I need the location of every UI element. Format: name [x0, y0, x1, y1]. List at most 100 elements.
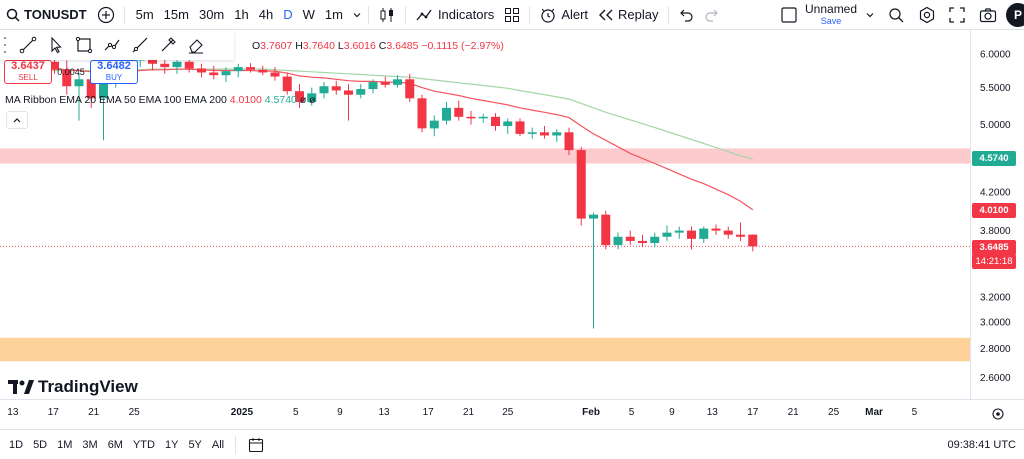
candle — [246, 63, 255, 73]
candle — [307, 87, 317, 106]
x-tick-label: 9 — [669, 407, 675, 418]
candle — [442, 101, 451, 125]
interval-30m[interactable]: 30m — [198, 7, 225, 22]
zone-orange[interactable] — [0, 337, 970, 362]
range-5d[interactable]: 5D — [33, 438, 48, 451]
interval-w[interactable]: W — [302, 7, 315, 22]
x-tick-label: 13 — [7, 407, 19, 418]
quick-search-button[interactable] — [882, 0, 910, 30]
logo-text: TradingView — [38, 377, 138, 396]
candle — [662, 225, 672, 241]
grid-icon — [505, 7, 520, 22]
range-ytd[interactable]: YTD — [132, 438, 155, 451]
candle — [209, 65, 219, 80]
replay-button[interactable]: Replay — [593, 0, 663, 30]
interval-5m[interactable]: 5m — [135, 7, 154, 22]
ohlc-legend: O3.7607 H3.7640 L3.6016 C3.6485 −0.1115 … — [252, 40, 504, 52]
search-zoom-icon — [889, 7, 904, 22]
settings-button[interactable] — [913, 0, 941, 30]
rectangle-icon[interactable] — [74, 35, 94, 55]
alert-button[interactable]: Alert — [534, 0, 593, 30]
go-to-date-button[interactable] — [240, 437, 272, 453]
divider — [367, 5, 369, 24]
bottom-toolbar: 1D 5D 1M 3M 6M YTD 1Y 5Y All 09:38:41 UT… — [0, 429, 1024, 459]
path-icon[interactable] — [102, 35, 122, 55]
x-tick-label: 17 — [48, 407, 60, 418]
fullscreen-button[interactable] — [944, 0, 970, 30]
range-1d[interactable]: 1D — [9, 438, 24, 451]
candle — [650, 232, 660, 248]
layout-checkbox[interactable] — [776, 0, 802, 30]
brush-icon[interactable] — [158, 35, 178, 55]
y-tick-label: 2.6000 — [980, 373, 1011, 384]
layout-name[interactable]: Unnamed Save — [800, 0, 880, 30]
price-chart[interactable]: 6.0000 5.5000 5.0000 4.2000 3.8000 3.2000 3.00… — [0, 30, 1024, 429]
candle — [748, 234, 758, 252]
collapse-legend-button[interactable] — [6, 111, 28, 129]
undo-button[interactable] — [673, 0, 699, 30]
x-tick-label: 21 — [788, 407, 800, 418]
drag-handle[interactable] — [4, 37, 10, 53]
candle — [638, 234, 647, 248]
candle — [515, 118, 525, 137]
candle — [491, 113, 500, 131]
y-tick-label: 3.2000 — [980, 293, 1011, 304]
candle — [736, 222, 745, 241]
range-1m[interactable]: 1M — [57, 438, 73, 451]
sell-button[interactable]: 3.6437 SELL — [4, 60, 52, 84]
range-3m[interactable]: 3M — [82, 438, 98, 451]
symbol-search[interactable]: TONUSDT — [0, 0, 92, 30]
indicator-legend[interactable]: MA Ribbon EMA 20 EMA 50 EMA 100 EMA 200 … — [5, 94, 316, 106]
interval-4h[interactable]: 4h — [258, 7, 274, 22]
sell-price: 3.6437 — [11, 60, 45, 72]
range-1y[interactable]: 1Y — [164, 438, 179, 451]
x-tick-label: 5 — [912, 407, 918, 418]
tradingview-logo[interactable]: TradingView — [8, 377, 138, 397]
eraser-icon[interactable] — [186, 35, 206, 55]
buy-button[interactable]: 3.6482 BUY — [90, 60, 138, 84]
open-value: 3.7607 — [260, 40, 293, 52]
x-tick-label: 21 — [88, 407, 100, 418]
candle — [589, 212, 598, 329]
cursor-icon[interactable] — [46, 35, 66, 55]
candle — [282, 72, 292, 95]
candle — [356, 84, 366, 99]
axis-settings-button[interactable] — [992, 408, 1004, 420]
candle — [233, 63, 243, 78]
utc-clock[interactable]: 09:38:41 UTC — [947, 439, 1016, 451]
candle — [344, 84, 353, 121]
indicator-value-1: 4.0100 — [229, 94, 262, 106]
range-6m[interactable]: 6M — [107, 438, 123, 451]
rewind-icon — [599, 9, 613, 20]
candle — [270, 67, 280, 81]
candle — [258, 65, 268, 76]
candle — [601, 210, 611, 250]
layouts-button[interactable] — [499, 0, 525, 30]
candle — [723, 226, 733, 239]
snapshot-button[interactable] — [974, 0, 1002, 30]
drawing-toolbar — [0, 30, 234, 60]
replay-label: Replay — [618, 7, 659, 22]
zone-red[interactable] — [0, 148, 970, 164]
range-5y[interactable]: 5Y — [188, 438, 202, 451]
tradingview-logo-icon — [8, 380, 34, 394]
high-label: H — [295, 40, 303, 52]
indicators-button[interactable]: Indicators — [410, 0, 499, 30]
redo-button[interactable] — [699, 0, 725, 30]
y-tick-label: 6.0000 — [980, 50, 1011, 61]
chart-type-button[interactable] — [373, 0, 401, 30]
range-all[interactable]: All — [211, 438, 225, 451]
candle — [674, 226, 684, 239]
ray-icon[interactable] — [130, 35, 150, 55]
interval-1h[interactable]: 1h — [234, 7, 249, 22]
user-menu[interactable]: P — [1001, 0, 1024, 30]
divider — [235, 435, 237, 454]
trend-line-icon[interactable] — [18, 35, 38, 55]
compare-button[interactable] — [92, 0, 120, 30]
interval-d[interactable]: D — [283, 7, 293, 22]
fullscreen-icon — [949, 6, 965, 23]
interval-1m[interactable]: 1m — [324, 7, 343, 22]
divider — [404, 5, 406, 24]
chevron-down-icon[interactable] — [352, 10, 362, 20]
interval-15m[interactable]: 15m — [163, 7, 189, 22]
